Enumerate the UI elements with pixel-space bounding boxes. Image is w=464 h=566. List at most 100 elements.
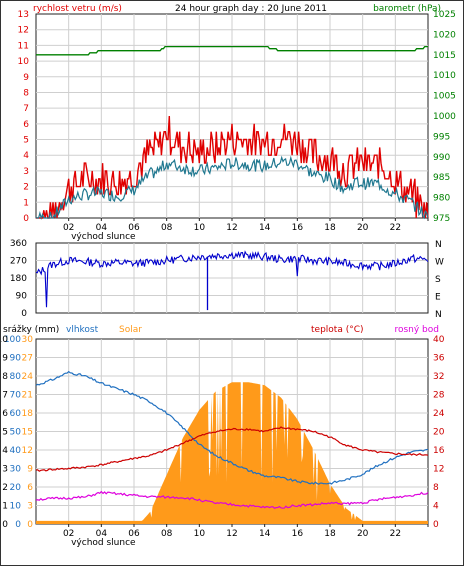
wind-tick-label: 6	[23, 120, 29, 130]
direction-tick-label: 270	[10, 257, 27, 267]
wind-tick-label: 8	[23, 88, 29, 98]
x-tick-label: 10	[194, 223, 206, 233]
pressure-tick-label: 1010	[433, 71, 456, 81]
humidity-tick-label: 40	[10, 446, 22, 456]
temperature-tick-label: 40	[433, 335, 445, 345]
wind-tick-label: 13	[18, 10, 29, 20]
wind-tick-label: 2	[23, 183, 29, 193]
solar-tick-label: 6	[27, 483, 33, 493]
compass-label: N	[435, 310, 442, 320]
rain-tick-label: 7	[2, 391, 8, 401]
solar-tick-label: 15	[22, 428, 33, 438]
x-tick-label: 02	[63, 223, 74, 233]
temperature-tick-label: 24	[433, 409, 445, 419]
x-tick-label: 10	[194, 529, 206, 539]
rain-tick-label: 3	[2, 465, 8, 475]
rain-tick-label: 8	[2, 372, 8, 382]
humidity-tick-label: 20	[10, 483, 22, 493]
compass-label: W	[435, 258, 444, 268]
dew-point-axis-title: rosný bod	[394, 325, 439, 335]
humidity-tick-label: 80	[10, 372, 22, 382]
solar-tick-label: 3	[27, 502, 33, 512]
temperature-tick-label: 16	[433, 446, 445, 456]
series-temperature	[35, 426, 429, 472]
pressure-tick-label: 1025	[433, 10, 456, 20]
solar-tick-label: 12	[22, 446, 33, 456]
solar-tick-label: 0	[27, 520, 33, 530]
solar-tick-label: 27	[22, 354, 33, 364]
solar-axis-title: Solar	[119, 325, 142, 335]
pressure-tick-label: 980	[433, 194, 450, 204]
series-wind-avg	[35, 155, 429, 220]
wind-tick-label: 12	[18, 26, 29, 36]
compass-label: S	[435, 275, 441, 285]
humidity-tick-label: 0	[15, 520, 21, 530]
rain-tick-label: 0	[2, 520, 8, 530]
pressure-tick-label: 1005	[433, 92, 456, 102]
compass-label: N	[435, 240, 442, 250]
temperature-tick-label: 28	[433, 391, 445, 401]
pressure-tick-label: 985	[433, 173, 450, 183]
x-tick-label: 14	[259, 223, 271, 233]
temperature-tick-label: 32	[433, 372, 444, 382]
rain-tick-label: 9	[2, 354, 8, 364]
x-tick-label: 02	[63, 529, 74, 539]
rain-tick-label: 2	[2, 483, 8, 493]
humidity-tick-label: 10	[10, 502, 22, 512]
x-tick-label: 06	[128, 223, 140, 233]
wind-tick-label: 7	[23, 104, 29, 114]
series-wind-gust	[36, 115, 429, 219]
wind-tick-label: 5	[23, 136, 29, 146]
panel-wind-pressure: rychlost vetru (m/s) 24 hour graph day : …	[18, 4, 457, 242]
sunrise-label: východ slunce	[71, 232, 136, 242]
x-tick-label: 12	[226, 529, 237, 539]
series-humidity	[35, 370, 429, 485]
rain-tick-label: 5	[2, 428, 8, 438]
barometer-axis-title: barometr (hPa)	[373, 4, 441, 14]
series-wind-direction	[35, 250, 429, 308]
humidity-tick-label: 70	[10, 391, 22, 401]
x-tick-label: 08	[161, 223, 173, 233]
x-tick-label: 04	[96, 529, 108, 539]
wind-tick-label: 9	[23, 73, 29, 83]
panel-rain-humidity-solar: srážky (mm) vlhkost Solar teplota (°C) rosný…	[1, 325, 445, 548]
temperature-tick-label: 4	[433, 502, 439, 512]
pressure-tick-label: 1015	[433, 51, 456, 61]
x-tick-label: 22	[390, 529, 401, 539]
rain-tick-label: 4	[2, 446, 8, 456]
humidity-tick-label: 90	[10, 354, 22, 364]
rain-tick-label: 10	[1, 335, 8, 345]
humidity-tick-label: 30	[10, 465, 22, 475]
x-tick-label: 16	[292, 223, 304, 233]
compass-label: E	[435, 293, 441, 303]
temperature-tick-label: 20	[433, 428, 445, 438]
wind-tick-label: 0	[23, 214, 29, 224]
sunrise-label: východ slunce	[71, 538, 136, 548]
rain-tick-label: 6	[2, 409, 8, 419]
wind-tick-label: 10	[18, 57, 30, 67]
temperature-tick-label: 0	[433, 520, 439, 530]
humidity-tick-label: 100	[4, 335, 21, 345]
temperature-tick-label: 36	[433, 354, 445, 364]
solar-tick-label: 21	[22, 391, 33, 401]
x-tick-label: 06	[128, 529, 140, 539]
x-tick-label: 18	[324, 223, 336, 233]
humidity-tick-label: 50	[10, 428, 22, 438]
x-tick-label: 22	[390, 223, 401, 233]
x-tick-label: 16	[292, 529, 304, 539]
direction-tick-label: 90	[16, 292, 28, 302]
direction-tick-label: 360	[10, 239, 27, 249]
series-dew-point	[35, 490, 429, 510]
humidity-axis-title: vlhkost	[66, 325, 99, 335]
pressure-tick-label: 975	[433, 214, 450, 224]
x-tick-label: 12	[226, 223, 237, 233]
solar-tick-label: 30	[22, 335, 34, 345]
solar-tick-label: 24	[22, 372, 34, 382]
wind-tick-label: 3	[23, 167, 29, 177]
wind-speed-axis-title: rychlost vetru (m/s)	[33, 4, 122, 14]
wind-tick-label: 4	[23, 151, 29, 161]
x-tick-label: 14	[259, 529, 271, 539]
x-tick-label: 18	[324, 529, 336, 539]
